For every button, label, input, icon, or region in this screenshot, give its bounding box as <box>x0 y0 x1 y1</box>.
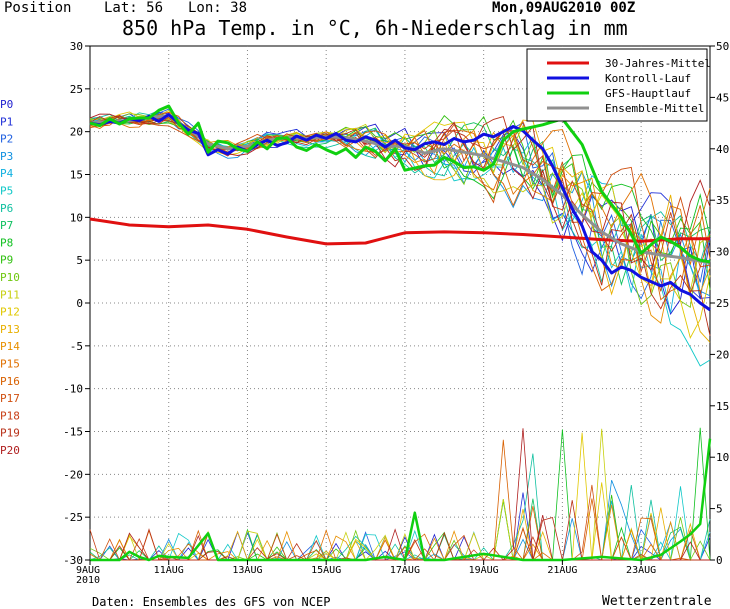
member-label: P1 <box>0 115 13 128</box>
chart-title: 850 hPa Temp. in °C, 6h-Niederschlag in … <box>122 16 628 40</box>
x-axis-tick-label: 17AUG <box>390 565 420 576</box>
right-axis-tick-label: 5 <box>716 503 723 516</box>
x-axis-tick-label: 11AUG <box>154 565 184 576</box>
left-axis-tick-label: 5 <box>76 254 83 267</box>
left-axis-tick-label: -15 <box>63 426 83 439</box>
x-axis-tick-label: 23AUG <box>626 565 656 576</box>
right-axis-tick-label: 50 <box>716 40 729 53</box>
position-label: Position <box>4 0 72 16</box>
brand-name: Wetterzentrale <box>602 594 712 609</box>
right-axis-tick-label: 0 <box>716 554 723 567</box>
member-label: P14 <box>0 340 20 353</box>
member-label: P16 <box>0 375 20 388</box>
right-axis-tick-label: 15 <box>716 400 729 413</box>
left-axis-tick-label: 20 <box>70 126 83 139</box>
main-run-line <box>89 104 711 264</box>
member-label-list: P0 P1 P2 P3 P4 P5 P6 P7 P8 P9 P10 P11 P12 P13 P14 P15 P1… <box>0 98 20 457</box>
member-label: P10 <box>0 271 20 284</box>
left-axis-tick-label: 15 <box>70 169 83 182</box>
legend: 30-Jahres-Mittel Kontroll-Lauf GFS-Hauptla… <box>526 48 711 122</box>
member-precip-line <box>90 428 710 561</box>
member-label: P5 <box>0 185 13 198</box>
right-axis-tick-label: 20 <box>716 348 729 361</box>
legend-label: Kontroll-Lauf <box>605 72 691 85</box>
legend-label: GFS-Hauptlauf <box>605 87 691 100</box>
data-source: Daten: Ensembles des GFS von NCEP <box>92 595 331 609</box>
member-label: P4 <box>0 167 14 180</box>
latitude-label: Lat: 56 <box>104 0 164 16</box>
right-axis-tick-label: 10 <box>716 451 729 464</box>
legend-label: Ensemble-Mittel <box>605 102 704 115</box>
member-label: P18 <box>0 409 20 422</box>
x-axis-tick-label: 21AUG <box>547 565 577 576</box>
left-axis-tick-label: -20 <box>63 468 83 481</box>
left-axis-tick-label: 30 <box>70 40 83 53</box>
member-label: P3 <box>0 150 13 163</box>
x-axis-tick-label: 19AUG <box>469 565 499 576</box>
left-axis-tick-label: -25 <box>63 511 83 524</box>
member-label: P13 <box>0 323 20 336</box>
control-run-line <box>89 113 711 312</box>
member-label: P17 <box>0 392 20 405</box>
left-axis-tick-label: 25 <box>70 83 83 96</box>
right-axis-tick-label: 35 <box>716 194 729 207</box>
axes: 302520151050-5-10-15-20-25-3050454035302… <box>63 40 729 586</box>
left-axis-tick-label: 10 <box>70 211 83 224</box>
member-label: P6 <box>0 202 13 215</box>
x-axis-tick-label: 9AUG <box>76 565 100 576</box>
x-axis-tick-label: 15AUG <box>311 565 341 576</box>
x-axis-tick-label: 13AUG <box>232 565 262 576</box>
right-axis-tick-label: 30 <box>716 246 729 259</box>
member-label: P9 <box>0 254 13 267</box>
left-axis-tick-label: 0 <box>76 297 83 310</box>
member-label: P12 <box>0 306 20 319</box>
member-label: P0 <box>0 98 13 111</box>
member-label: P15 <box>0 358 20 371</box>
left-axis-tick-label: -5 <box>70 340 83 353</box>
left-axis-tick-label: -30 <box>63 554 83 567</box>
member-label: P20 <box>0 444 20 457</box>
right-axis-tick-label: 40 <box>716 143 729 156</box>
right-axis-tick-label: 25 <box>716 297 729 310</box>
member-label: P19 <box>0 427 20 440</box>
member-label: P11 <box>0 288 20 301</box>
member-label: P2 <box>0 133 13 146</box>
run-date: Mon,09AUG2010 00Z <box>492 0 636 16</box>
legend-label: 30-Jahres-Mittel <box>605 57 711 70</box>
left-axis-tick-label: -10 <box>63 383 83 396</box>
right-axis-tick-label: 45 <box>716 91 729 104</box>
x-axis-tick-sublabel: 2010 <box>76 575 100 586</box>
member-label: P8 <box>0 236 13 249</box>
longitude-label: Lon: 38 <box>188 0 248 16</box>
member-label: P7 <box>0 219 13 232</box>
